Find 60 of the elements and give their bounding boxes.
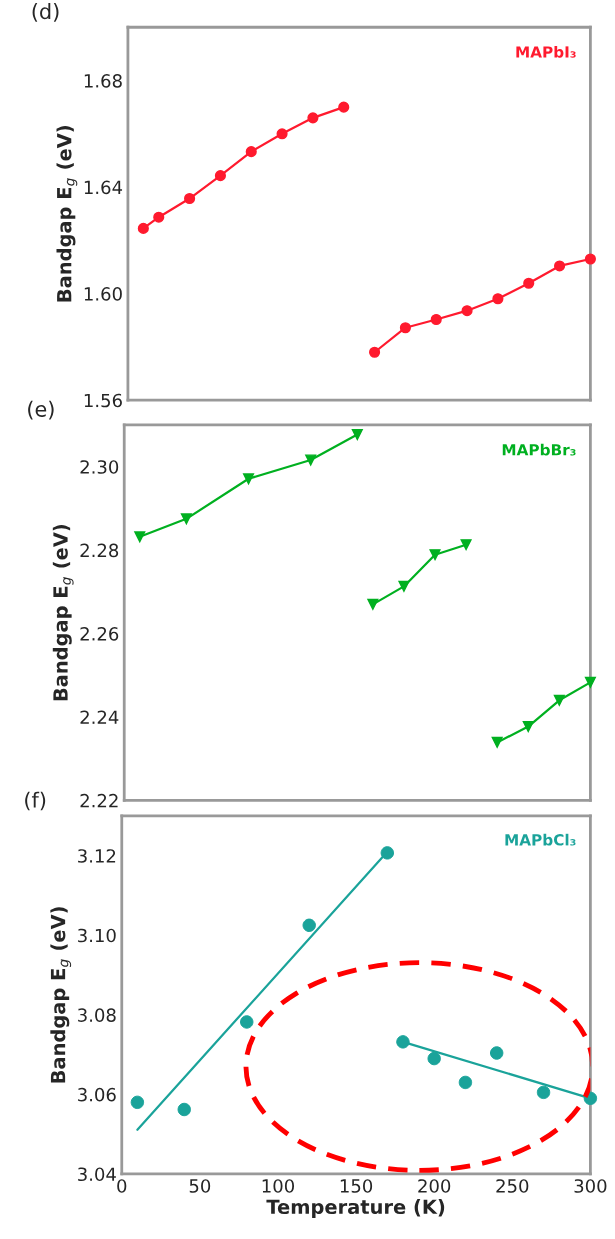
x-tick-label: 50 bbox=[189, 1179, 211, 1193]
point bbox=[429, 549, 441, 561]
x-tick-label: 300 bbox=[574, 1179, 607, 1193]
point bbox=[245, 146, 257, 158]
y-axis-title: Bandgap E$_{g}$ (eV) bbox=[50, 907, 72, 1083]
point bbox=[584, 253, 596, 265]
point bbox=[553, 694, 565, 706]
chart-title: (e) bbox=[28, 400, 54, 420]
point bbox=[276, 128, 288, 140]
point bbox=[184, 192, 196, 205]
point bbox=[137, 222, 149, 234]
y-tick-label: 3.04 bbox=[78, 1167, 116, 1182]
chart-title: (d) bbox=[32, 3, 59, 22]
point bbox=[214, 170, 226, 182]
point bbox=[461, 305, 473, 317]
y-tick-label: 1.64 bbox=[84, 180, 123, 195]
x-tick-label: 0 bbox=[117, 1179, 127, 1193]
point bbox=[307, 112, 319, 124]
y-tick-label: 2.26 bbox=[80, 627, 119, 641]
x-axis-title: Temperature (K) bbox=[266, 1199, 445, 1218]
point bbox=[242, 473, 255, 485]
point bbox=[338, 101, 350, 113]
point bbox=[522, 721, 534, 733]
point bbox=[367, 598, 379, 610]
point bbox=[153, 211, 165, 223]
y-tick-label: 1.68 bbox=[84, 73, 122, 88]
point bbox=[523, 277, 535, 289]
x-tick-label: 100 bbox=[262, 1179, 295, 1193]
point bbox=[430, 313, 442, 326]
point bbox=[584, 676, 596, 688]
y-tick-label: 3.06 bbox=[78, 1087, 116, 1102]
text: MAPbI₃ bbox=[516, 45, 576, 58]
text: MAPbCl₃ bbox=[505, 833, 576, 846]
point bbox=[554, 260, 566, 272]
point bbox=[399, 322, 411, 334]
y-tick-label: 2.28 bbox=[80, 543, 119, 558]
y-axis-title: Bandgap E$_{g}$ (eV) bbox=[52, 524, 74, 701]
point bbox=[398, 580, 410, 592]
x-tick-label: 200 bbox=[418, 1179, 451, 1193]
point bbox=[305, 454, 317, 466]
y-tick-label: 3.12 bbox=[78, 849, 116, 863]
y-tick-label: 3.08 bbox=[78, 1008, 116, 1022]
x-tick-label: 250 bbox=[496, 1179, 529, 1193]
point bbox=[492, 293, 504, 305]
point bbox=[180, 513, 192, 525]
point bbox=[491, 736, 503, 748]
chart-title: (f) bbox=[25, 791, 46, 811]
point bbox=[460, 539, 472, 551]
point bbox=[369, 346, 381, 358]
y-tick-label: 2.24 bbox=[80, 710, 119, 724]
y-tick-label: 3.10 bbox=[78, 928, 116, 943]
y-tick-label: 1.60 bbox=[84, 287, 122, 301]
y-tick-label: 2.22 bbox=[80, 793, 118, 808]
point bbox=[134, 531, 146, 543]
y-tick-label: 2.30 bbox=[80, 460, 119, 474]
text: MAPbBr₃ bbox=[502, 443, 576, 456]
point bbox=[351, 429, 363, 441]
y-tick-label: 1.56 bbox=[84, 393, 122, 408]
y-axis-title: Bandgap E$_{g}$ (eV) bbox=[56, 125, 78, 302]
x-tick-label: 150 bbox=[340, 1179, 373, 1193]
